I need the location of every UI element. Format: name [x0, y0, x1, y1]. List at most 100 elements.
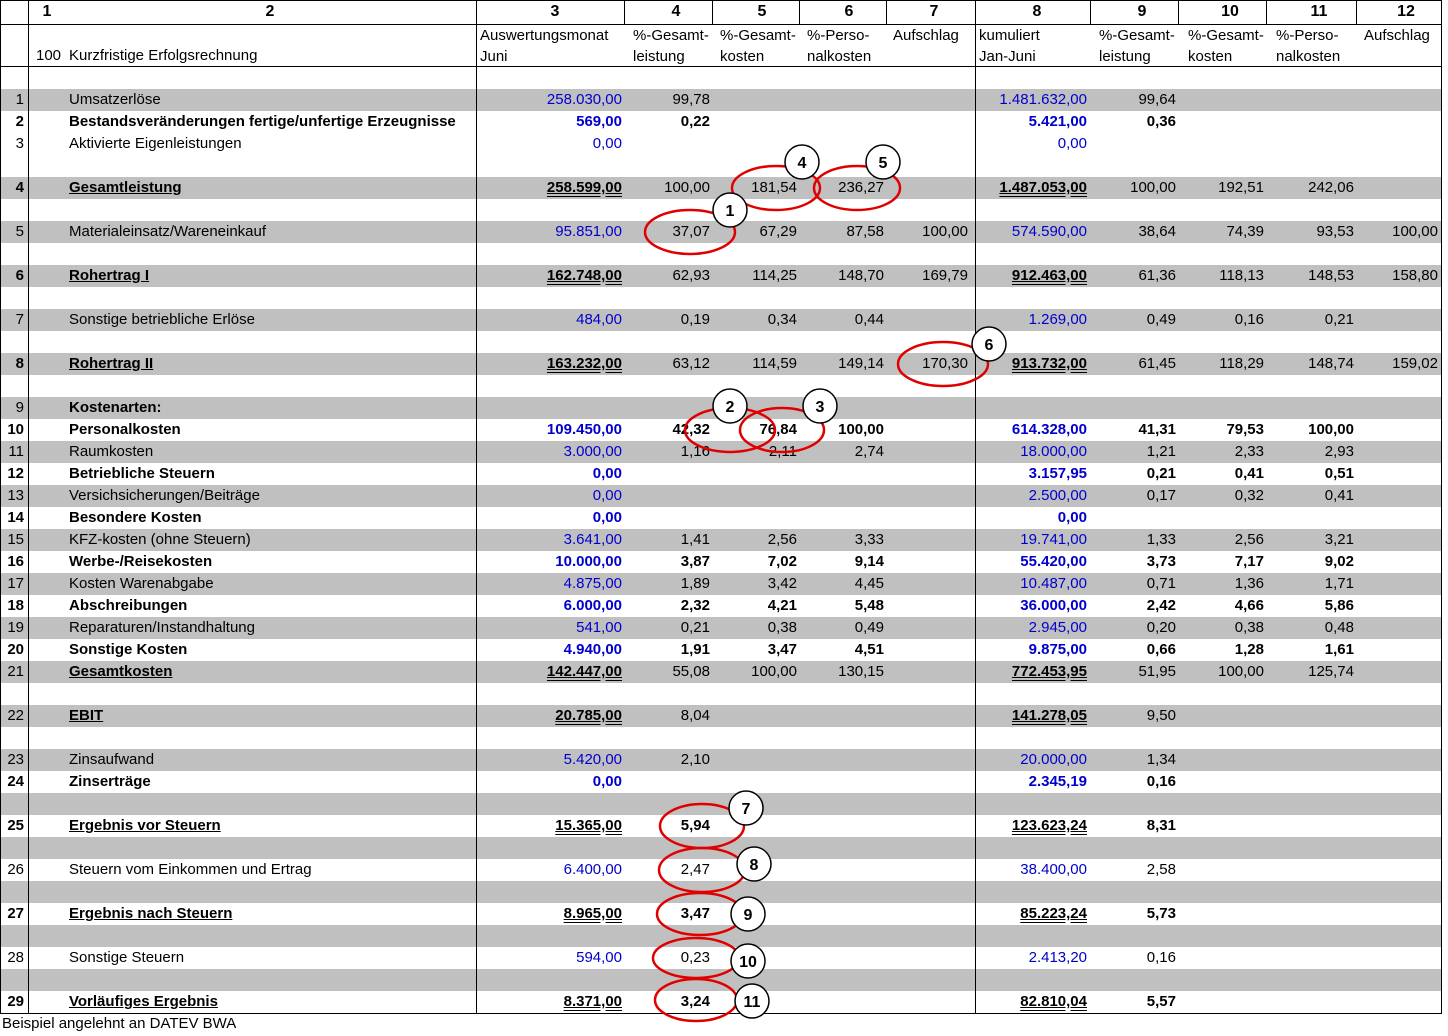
cell-col-9: 5,57: [1146, 993, 1176, 1010]
cell-col-5: 7,02: [767, 553, 797, 570]
header-c7-line1: Aufschlag: [893, 27, 959, 44]
cell-col-6: 87,58: [846, 223, 884, 240]
cell-col-3: 0,00: [592, 135, 622, 152]
cell-col-10: 1,36: [1234, 575, 1264, 592]
cell-col-5: 3,47: [767, 641, 797, 658]
row-number: [0, 199, 24, 221]
cell-col-4: 55,08: [672, 663, 710, 680]
table-row: 1 Umsatzerlöse 258.030,00 99,78 1.481.632,00…: [0, 89, 1441, 111]
cell-col-8: 38.400,00: [1020, 861, 1087, 878]
cell-col-7: 170,30: [922, 355, 968, 372]
cell-col-10: 118,29: [1219, 355, 1264, 372]
cell-col-10: 1,28: [1234, 641, 1264, 658]
grid-line: [0, 24, 1442, 25]
cell-col-11: 1,71: [1324, 575, 1354, 592]
header-c11-line1: %-Perso-: [1276, 27, 1339, 44]
table-row: [0, 881, 1441, 903]
row-label: Sonstige Kosten: [69, 641, 188, 658]
header-c3-line1: Auswertungsmonat: [480, 27, 609, 44]
cell-col-3: 0,00: [592, 773, 622, 790]
cell-col-3: 8.965,00: [563, 905, 622, 922]
cell-col-9: 1,21: [1146, 443, 1176, 460]
table-row: 26 Steuern vom Einkommen und Ertrag 6.400,…: [0, 859, 1441, 881]
row-number: 22: [7, 707, 24, 724]
row-number: 1: [15, 91, 24, 108]
table-row: 3 Aktivierte Eigenleistungen 0,00 0,00: [0, 133, 1441, 155]
cell-col-11: 148,53: [1308, 267, 1354, 284]
cell-col-9: 38,64: [1138, 223, 1176, 240]
row-number: 5: [15, 223, 24, 240]
cell-col-6: 148,70: [838, 267, 884, 284]
cell-col-10: 4,66: [1234, 597, 1264, 614]
row-number: [0, 287, 24, 309]
column-number-8: 8: [1032, 3, 1042, 20]
cell-col-10: 0,38: [1234, 619, 1264, 636]
row-number: [0, 683, 24, 705]
table-row: 19 Reparaturen/Instandhaltung 541,00 0,21 0,…: [0, 617, 1441, 639]
cell-col-5: 100,00: [751, 663, 797, 680]
cell-col-8: 55.420,00: [1020, 553, 1087, 570]
cell-col-9: 0,66: [1146, 641, 1176, 658]
row-number: 13: [7, 487, 24, 504]
cell-col-8: 18.000,00: [1020, 443, 1087, 460]
row-number: [0, 243, 24, 265]
cell-col-9: 99,64: [1138, 91, 1176, 108]
cell-col-8: 1.481.632,00: [999, 91, 1087, 108]
row-label: Sonstige Steuern: [69, 949, 185, 966]
row-label: Kosten Warenabgabe: [69, 575, 214, 592]
cell-col-3: 0,00: [592, 509, 622, 526]
cell-col-6: 5,48: [854, 597, 884, 614]
row-label: Abschreibungen: [69, 597, 188, 614]
table-row: [0, 243, 1441, 265]
cell-col-9: 0,16: [1146, 773, 1176, 790]
cell-col-4: 42,32: [672, 421, 710, 438]
column-number-4: 4: [671, 3, 681, 20]
cell-col-11: 5,86: [1324, 597, 1354, 614]
cell-col-11: 3,21: [1324, 531, 1354, 548]
cell-col-8: 82.810,04: [1020, 993, 1087, 1010]
row-number: 12: [7, 465, 24, 482]
cell-col-6: 4,51: [854, 641, 884, 658]
cell-col-4: 100,00: [664, 179, 710, 196]
cell-col-3: 0,00: [592, 487, 622, 504]
row-label: Kostenarten:: [69, 399, 162, 416]
table-row: [0, 683, 1441, 705]
cell-col-9: 0,17: [1146, 487, 1176, 504]
cell-col-3: 594,00: [576, 949, 622, 966]
cell-col-11: 242,06: [1308, 179, 1354, 196]
table-row: 7 Sonstige betriebliche Erlöse 484,00 0,19 0…: [0, 309, 1441, 331]
row-number: 2: [15, 113, 24, 130]
cell-col-5: 181,54: [751, 179, 797, 196]
cell-col-3: 163.232,00: [546, 355, 622, 372]
cell-col-4: 3,87: [680, 553, 710, 570]
cell-col-9: 0,16: [1146, 949, 1176, 966]
row-number: 14: [7, 509, 24, 526]
row-number: [0, 375, 24, 397]
cell-col-4: 37,07: [672, 223, 710, 240]
row-number: 16: [7, 553, 24, 570]
cell-col-6: 2,74: [854, 443, 884, 460]
cell-col-10: 2,56: [1234, 531, 1264, 548]
table-row: [0, 67, 1441, 89]
table-row: 23 Zinsaufwand 5.420,00 2,10 20.000,00 1,34: [0, 749, 1441, 771]
cell-col-10: 0,16: [1234, 311, 1264, 328]
header-c11-line2: nalkosten: [1276, 48, 1341, 65]
cell-col-4: 99,78: [672, 91, 710, 108]
cell-col-5: 3,42: [767, 575, 797, 592]
cell-col-8: 2.500,00: [1028, 487, 1087, 504]
table-row: [0, 727, 1441, 749]
cell-col-4: 0,19: [680, 311, 710, 328]
cell-col-12: 100,00: [1392, 223, 1438, 240]
cell-col-3: 3.641,00: [563, 531, 622, 548]
cell-col-8: 1.269,00: [1028, 311, 1087, 328]
row-label: Personalkosten: [69, 421, 181, 438]
cell-col-4: 3,24: [680, 993, 710, 1010]
header-c6-line2: nalkosten: [807, 48, 872, 65]
row-number: 10: [7, 421, 24, 438]
row-number: 27: [7, 905, 24, 922]
cell-col-3: 4.875,00: [563, 575, 622, 592]
row-number: 8: [15, 355, 24, 372]
cell-col-10: 79,53: [1226, 421, 1264, 438]
cell-col-11: 0,51: [1324, 465, 1354, 482]
